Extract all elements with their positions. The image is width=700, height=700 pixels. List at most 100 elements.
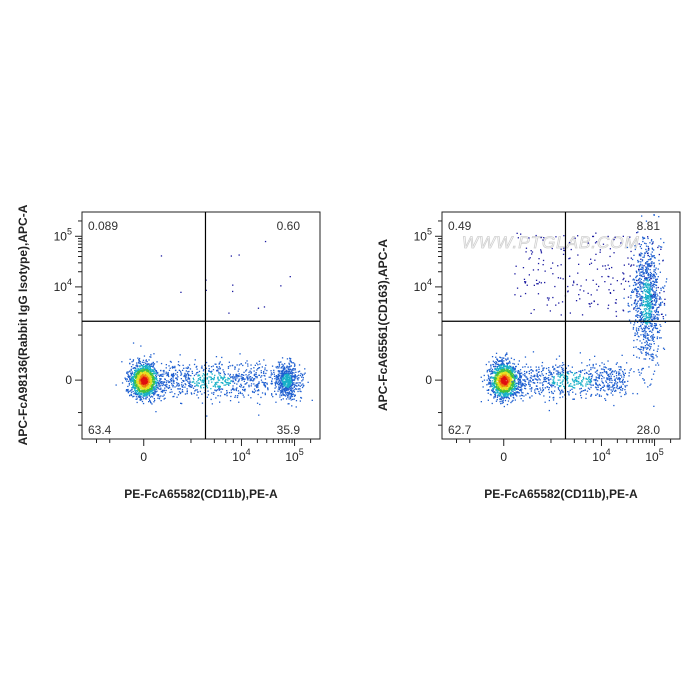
data-point bbox=[505, 380, 507, 382]
data-point bbox=[502, 382, 504, 384]
data-point bbox=[567, 381, 569, 383]
data-point bbox=[491, 390, 493, 392]
data-point bbox=[141, 374, 143, 376]
data-point bbox=[224, 380, 227, 382]
data-point bbox=[598, 377, 600, 380]
data-point bbox=[618, 369, 621, 371]
data-point bbox=[657, 310, 659, 313]
data-point bbox=[151, 388, 153, 390]
data-point bbox=[208, 370, 210, 372]
data-point bbox=[264, 378, 267, 380]
data-point bbox=[225, 379, 227, 381]
data-point bbox=[212, 385, 214, 387]
data-point bbox=[567, 371, 569, 373]
data-point bbox=[142, 378, 145, 380]
data-point bbox=[155, 377, 157, 379]
data-point bbox=[598, 395, 601, 397]
data-point bbox=[628, 372, 630, 374]
data-point bbox=[552, 366, 554, 368]
data-point bbox=[505, 359, 507, 361]
data-point bbox=[232, 378, 234, 380]
data-point bbox=[537, 379, 539, 381]
data-point bbox=[146, 372, 148, 375]
data-point bbox=[282, 386, 284, 388]
data-point bbox=[516, 374, 518, 376]
data-point bbox=[139, 365, 141, 367]
data-point bbox=[569, 389, 571, 391]
data-point bbox=[236, 377, 238, 379]
data-point bbox=[656, 311, 658, 313]
data-point bbox=[189, 381, 191, 383]
data-point bbox=[535, 370, 538, 372]
data-point bbox=[164, 397, 166, 399]
data-point bbox=[212, 393, 215, 395]
data-point bbox=[514, 381, 516, 383]
data-point bbox=[539, 387, 541, 389]
data-point bbox=[217, 385, 219, 387]
data-point bbox=[496, 373, 498, 375]
data-point bbox=[229, 382, 231, 384]
data-point bbox=[181, 402, 183, 405]
data-point bbox=[505, 353, 507, 356]
data-point bbox=[139, 376, 141, 378]
data-point bbox=[172, 384, 174, 387]
data-point bbox=[496, 375, 499, 378]
data-point bbox=[248, 386, 250, 388]
data-point bbox=[555, 358, 558, 360]
data-point bbox=[216, 370, 218, 372]
data-point bbox=[136, 390, 138, 392]
data-point bbox=[643, 256, 645, 258]
data-point bbox=[277, 376, 279, 378]
data-point bbox=[296, 375, 298, 377]
data-point bbox=[627, 311, 629, 313]
data-point bbox=[506, 368, 508, 370]
data-point bbox=[200, 387, 202, 389]
y-tick-label: 0 bbox=[65, 373, 72, 387]
data-point bbox=[137, 368, 139, 370]
data-point bbox=[130, 389, 132, 391]
quadrant-lower-right-value: 35.9 bbox=[277, 423, 301, 437]
data-point bbox=[644, 329, 646, 331]
data-point bbox=[197, 379, 199, 382]
data-point bbox=[160, 378, 162, 380]
data-point bbox=[214, 385, 216, 387]
data-point bbox=[287, 384, 289, 387]
data-point bbox=[180, 392, 182, 394]
data-point bbox=[493, 379, 496, 381]
data-point bbox=[656, 299, 658, 301]
data-point bbox=[550, 378, 552, 380]
data-point bbox=[611, 373, 614, 375]
data-point bbox=[141, 386, 143, 389]
data-point bbox=[609, 373, 611, 375]
data-point bbox=[290, 389, 293, 391]
data-point bbox=[543, 381, 545, 383]
data-point bbox=[590, 393, 593, 396]
data-point bbox=[576, 376, 578, 378]
data-point bbox=[500, 380, 502, 382]
data-point bbox=[179, 370, 182, 372]
data-point bbox=[482, 386, 484, 388]
data-point bbox=[489, 377, 491, 379]
data-point bbox=[180, 373, 183, 375]
data-point bbox=[562, 391, 564, 394]
data-point bbox=[137, 357, 139, 359]
data-point bbox=[223, 377, 225, 379]
data-point bbox=[517, 363, 519, 365]
data-point bbox=[143, 377, 145, 379]
data-point bbox=[232, 377, 234, 379]
data-point bbox=[247, 363, 249, 365]
data-point bbox=[153, 380, 155, 382]
data-point bbox=[279, 392, 282, 394]
data-point bbox=[501, 372, 503, 375]
data-point bbox=[654, 292, 656, 295]
data-point bbox=[610, 386, 612, 388]
data-point bbox=[131, 372, 133, 375]
data-point bbox=[227, 367, 230, 369]
data-point bbox=[512, 388, 514, 390]
data-point bbox=[511, 373, 514, 375]
data-point bbox=[141, 372, 143, 374]
data-point bbox=[502, 376, 504, 378]
data-point bbox=[612, 386, 614, 388]
data-point bbox=[600, 372, 602, 374]
data-point bbox=[286, 371, 288, 373]
